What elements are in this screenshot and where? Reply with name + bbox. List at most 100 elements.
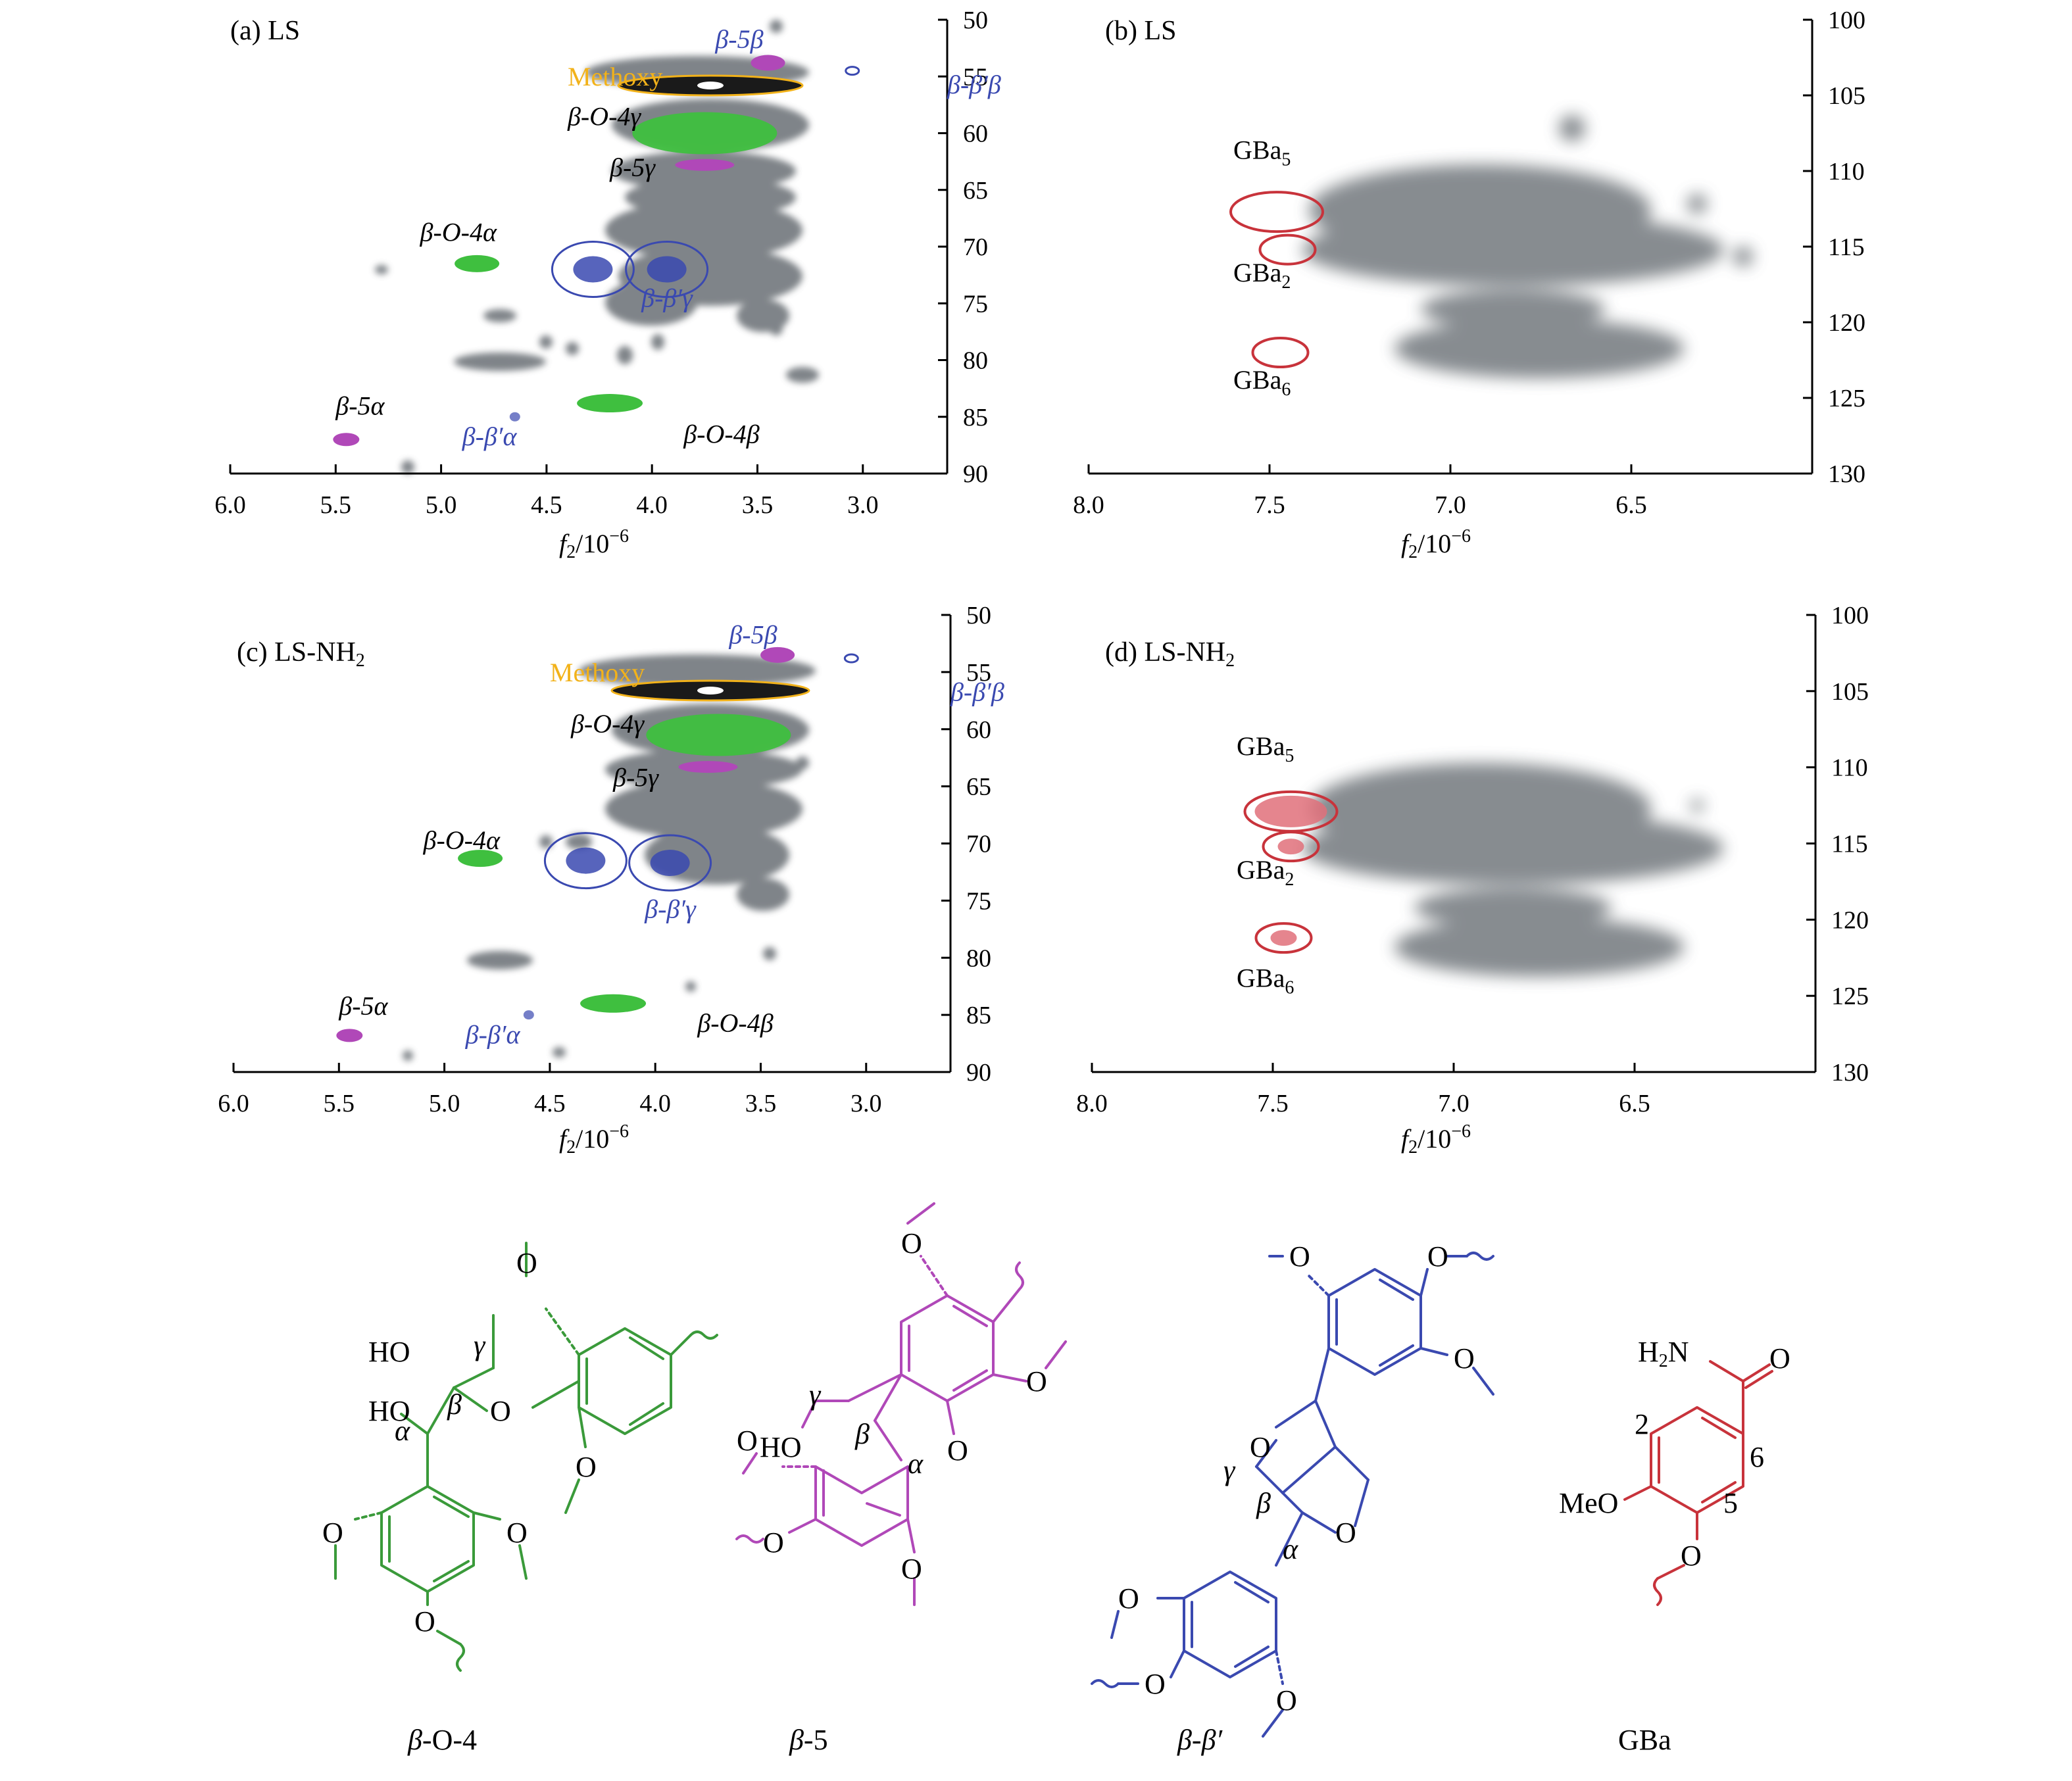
b-5-atom-o-left: O — [737, 1425, 758, 1457]
panel-c-methoxy-peak — [610, 679, 810, 702]
annotation-label: β-O-4α — [423, 825, 501, 855]
panel-b-circles — [1229, 191, 1324, 368]
b-b-atom-gamma: γ — [1223, 1454, 1236, 1486]
y-tick-label: 60 — [966, 716, 991, 744]
b-5-atom-gamma: γ — [809, 1378, 822, 1411]
b-o-4-atom-o-right: O — [576, 1451, 597, 1483]
x-tick-label: 5.5 — [320, 491, 352, 519]
beta-o-4-beta-peak — [577, 394, 643, 413]
panel-a: 6.0 5.5 5.0 4.5 4.0 3.5 3.0505560657075808590 … — [214, 7, 1001, 562]
beta-beta-gamma-circle — [628, 834, 712, 892]
y-tick-label: 115 — [1828, 233, 1865, 261]
y-tick-label: 60 — [963, 120, 988, 148]
beta-o-4-gamma-peak — [632, 112, 777, 155]
panel-c-title: (c) LS-NH2 — [237, 637, 365, 671]
annotation-label: β-O-4β — [697, 1008, 773, 1038]
b-b-atom-o-mid: O — [1145, 1668, 1166, 1700]
structure-beta-5: HO γ β α O O O O O O β-5 — [735, 1202, 1067, 1756]
y-tick-label: 80 — [963, 347, 988, 375]
panel-a-circles — [551, 241, 709, 298]
b-o-4-atom-ho1: HO — [368, 1336, 410, 1368]
x-tick-label: 4.5 — [534, 1090, 566, 1117]
panel-a-title: (a) LS — [230, 16, 300, 46]
panel-b-gray-contours — [1302, 115, 1753, 378]
beta-beta-beta-peak — [845, 66, 860, 76]
b-5-atom-o-ring: O — [947, 1434, 968, 1467]
gba-atom-n2: 2 — [1635, 1408, 1649, 1440]
gba-circle — [1262, 831, 1320, 863]
gba-atom-meo: MeO — [1559, 1487, 1618, 1519]
x-tick-label: 6.0 — [214, 491, 246, 519]
x-tick-label: 3.0 — [847, 491, 879, 519]
x-tick-label: 4.0 — [636, 491, 668, 519]
y-tick-label: 130 — [1831, 1059, 1869, 1086]
annotation-label: Methoxy — [568, 62, 662, 91]
panel-a-axes: 6.0 5.5 5.0 4.5 4.0 3.5 3.0 50 55 60 65 70 75 80 85 90 — [214, 7, 988, 519]
panel-d-axes: 8.0 7.5 7.0 6.5 100 105 110 115 120 125 130 — [1076, 602, 1869, 1117]
y-tick-label: 125 — [1831, 983, 1869, 1010]
y-tick-label: 85 — [963, 404, 988, 431]
panel-d-title: (d) LS-NH2 — [1105, 637, 1235, 671]
y-tick-label: 110 — [1831, 754, 1868, 782]
annotation-label: β-5β — [728, 620, 777, 649]
y-tick-label: 105 — [1831, 678, 1869, 706]
beta-o-4-alpha-peak — [458, 850, 503, 867]
y-tick-label: 65 — [963, 177, 988, 205]
annotation-label: GBa5 — [1233, 135, 1291, 170]
b-b-atom-o-top-right: O — [1427, 1240, 1448, 1273]
b-5-atom-o-right: O — [1026, 1365, 1047, 1398]
beta-5-alpha-peak — [333, 433, 360, 447]
b-o-4-atom-ho2: HO — [368, 1395, 410, 1427]
y-tick-label: 100 — [1828, 7, 1865, 34]
structure-gba: H2N O 2 6 5 MeO O GBa — [1559, 1336, 1790, 1756]
x-tick-label: 3.0 — [851, 1090, 882, 1117]
y-tick-label: 105 — [1828, 82, 1865, 110]
beta-o-4-gamma-peak — [646, 714, 791, 756]
beta-beta-gamma-peak — [573, 256, 613, 283]
b-b-atom-o-left: O — [1118, 1582, 1139, 1615]
b-5-atom-alpha: α — [908, 1448, 924, 1480]
x-tick-label: 7.0 — [1438, 1090, 1469, 1117]
panel-c-annotations: β-5β Methoxy β-β′β β-O-4γ β-5γ β-O-4α β-β′γ β-5… — [338, 620, 1004, 1049]
x-tick-label: 6.0 — [218, 1090, 249, 1117]
beta-o-4-alpha-peak — [455, 255, 500, 272]
b-o-4-atom-o-bot: O — [414, 1605, 435, 1638]
structure-beta-o-4: HO HO γ β α O O O O O O β-O-4 — [322, 1242, 718, 1756]
x-tick-label: 5.0 — [426, 491, 457, 519]
annotation-label: GBa6 — [1237, 963, 1294, 998]
panel-c: 6.0 5.5 5.0 4.5 4.0 3.5 3.0505560657075808590 … — [218, 602, 1004, 1158]
beta-beta-alpha-peak — [509, 412, 520, 422]
panel-b-xlabel: f2/10−6 — [1401, 526, 1471, 562]
y-tick-label: 55 — [966, 659, 991, 687]
gba-circle — [1258, 233, 1317, 266]
annotation-label: β-O-4β — [683, 419, 759, 449]
x-tick-label: 6.5 — [1619, 1090, 1650, 1117]
annotation-label: β-5γ — [609, 153, 656, 182]
x-tick-label: 7.0 — [1435, 491, 1466, 519]
gba-peak — [1254, 795, 1327, 827]
x-tick-label: 4.0 — [639, 1090, 671, 1117]
b-b-atom-beta: β — [1256, 1487, 1271, 1519]
annotation-label: β-5γ — [612, 763, 659, 793]
b-b-atom-o1: O — [1250, 1431, 1271, 1463]
beta-beta-gamma-peak — [566, 847, 606, 874]
y-tick-label: 125 — [1828, 385, 1865, 412]
beta-5-gamma-peak — [678, 761, 738, 773]
panel-b-annotations: GBa5 GBa2 GBa6 — [1233, 135, 1291, 401]
b-b-caption: β-β′ — [1177, 1724, 1223, 1756]
b-o-4-atom-o-top: O — [516, 1247, 537, 1279]
annotation-label: β-O-4γ — [570, 709, 645, 739]
b-5-atom-o-top: O — [901, 1227, 922, 1259]
panel-b-axes: 8.0 7.5 7.0 6.5 100 105 110 115 120 125 130 — [1073, 7, 1865, 519]
y-tick-label: 120 — [1828, 309, 1865, 337]
beta-beta-alpha-peak — [523, 1010, 534, 1020]
beta-beta-gamma-circle — [551, 241, 635, 298]
gba-atom-o-carb: O — [1769, 1342, 1790, 1375]
panel-c-xlabel: f2/10−6 — [559, 1121, 629, 1158]
b-o-4-atom-o-mid: O — [506, 1517, 528, 1549]
panel-b-title: (b) LS — [1105, 16, 1177, 46]
gba-circle — [1254, 922, 1313, 954]
